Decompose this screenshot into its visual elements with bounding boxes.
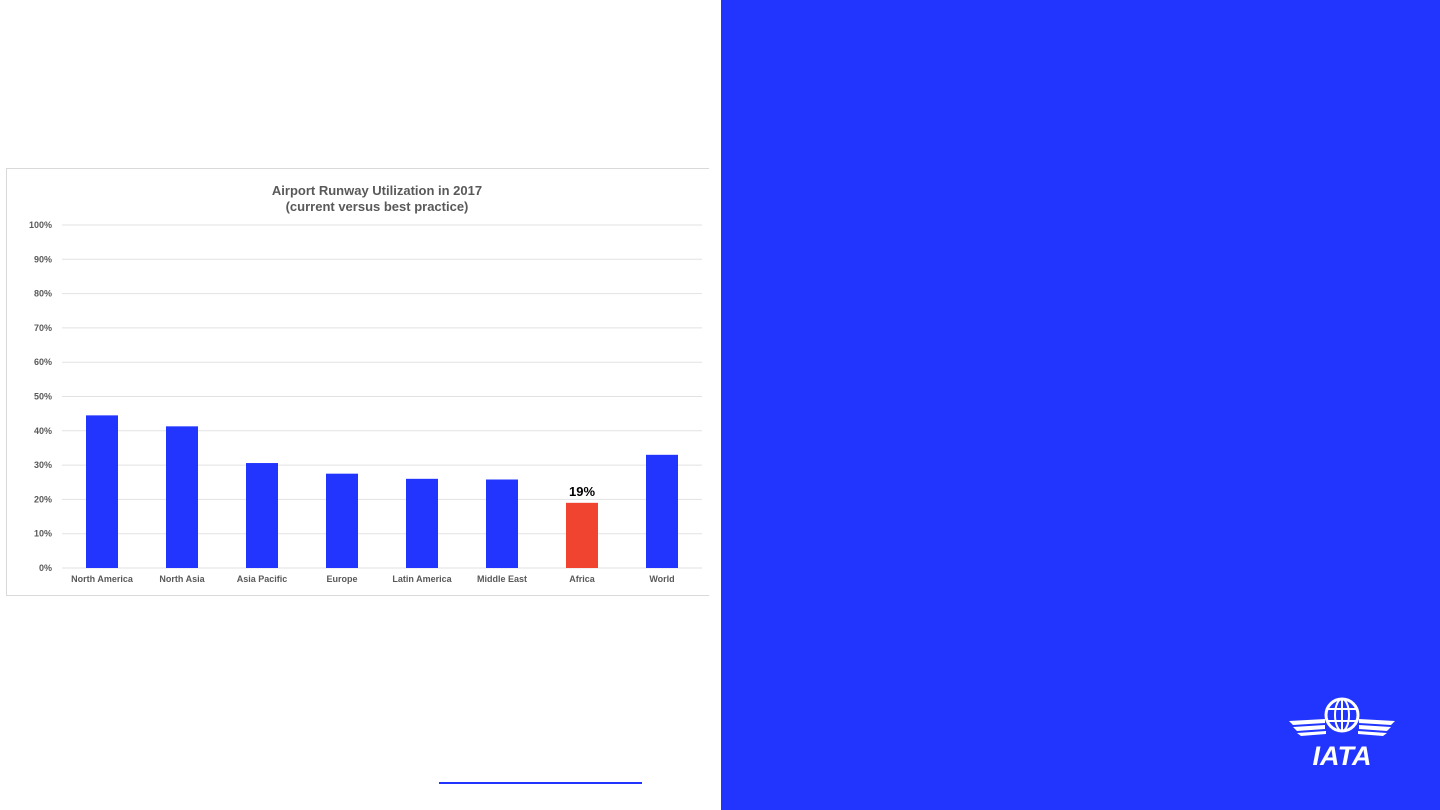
bar-africa bbox=[566, 502, 598, 568]
x-axis-categories: North America North Asia Asia Pacific Europ… bbox=[71, 574, 675, 584]
x-tick-label: North America bbox=[71, 574, 134, 584]
right-panel bbox=[721, 0, 1440, 810]
bar-world bbox=[646, 454, 678, 568]
chart-title: Airport Runway Utilization in 2017 bbox=[272, 183, 482, 198]
data-labels: 19% bbox=[569, 484, 595, 499]
y-tick-label: 50% bbox=[34, 392, 52, 402]
bar-asia-pacific bbox=[246, 463, 278, 568]
x-tick-label: Latin America bbox=[392, 574, 452, 584]
y-tick-label: 90% bbox=[34, 254, 52, 264]
y-tick-label: 10% bbox=[34, 529, 52, 539]
y-tick-label: 0% bbox=[39, 563, 52, 573]
bars bbox=[86, 415, 678, 568]
x-tick-label: World bbox=[649, 574, 674, 584]
iata-logo-text: IATA bbox=[1313, 741, 1372, 769]
bar-middle-east bbox=[486, 479, 518, 568]
y-tick-label: 40% bbox=[34, 426, 52, 436]
y-tick-label: 20% bbox=[34, 494, 52, 504]
data-label-africa: 19% bbox=[569, 484, 595, 499]
iata-logo: IATA bbox=[1289, 697, 1395, 769]
x-tick-label: Europe bbox=[326, 574, 357, 584]
y-tick-label: 100% bbox=[29, 220, 52, 230]
bar-north-america bbox=[86, 415, 118, 568]
x-tick-label: Middle East bbox=[477, 574, 527, 584]
x-tick-label: Africa bbox=[569, 574, 596, 584]
y-tick-label: 60% bbox=[34, 357, 52, 367]
y-tick-label: 80% bbox=[34, 289, 52, 299]
chart-frame: Airport Runway Utilization in 2017 (curr… bbox=[6, 168, 709, 596]
y-tick-label: 70% bbox=[34, 323, 52, 333]
underline-decoration bbox=[439, 782, 642, 784]
bar-europe bbox=[326, 473, 358, 568]
bar-chart: Airport Runway Utilization in 2017 (curr… bbox=[29, 183, 702, 584]
y-tick-label: 30% bbox=[34, 460, 52, 470]
iata-globe-wings-icon bbox=[1289, 697, 1395, 736]
bar-north-asia bbox=[166, 426, 198, 568]
x-tick-label: North Asia bbox=[159, 574, 205, 584]
y-axis-ticks: 0% 10% 20% 30% 40% 50% 60% 70% 80% 90% 100% bbox=[29, 220, 52, 573]
x-tick-label: Asia Pacific bbox=[237, 574, 288, 584]
bar-latin-america bbox=[406, 478, 438, 568]
chart-subtitle: (current versus best practice) bbox=[286, 199, 469, 214]
grid-layer bbox=[62, 224, 702, 569]
